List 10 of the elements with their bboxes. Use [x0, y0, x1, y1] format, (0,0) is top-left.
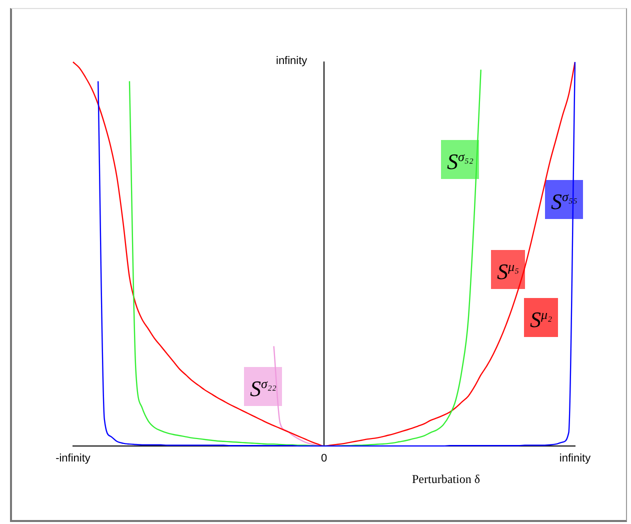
annotation: S$^{μ₂}$	[524, 298, 558, 337]
x-tick-label: infinity	[559, 452, 592, 465]
series-label: S$^{σ₅₅}$	[545, 180, 584, 219]
series-label: S$^{σ₅₂}$	[441, 140, 480, 179]
x-tick-label: 0	[320, 452, 328, 465]
x-axis-title: Perturbation δ	[412, 472, 480, 487]
series-label: S$^{μ₅}$	[491, 250, 526, 289]
series-label: S$^{σ₂₂}$	[244, 367, 282, 406]
annotation: infinity	[276, 55, 308, 67]
x-tick-label: -infinity	[56, 452, 91, 465]
